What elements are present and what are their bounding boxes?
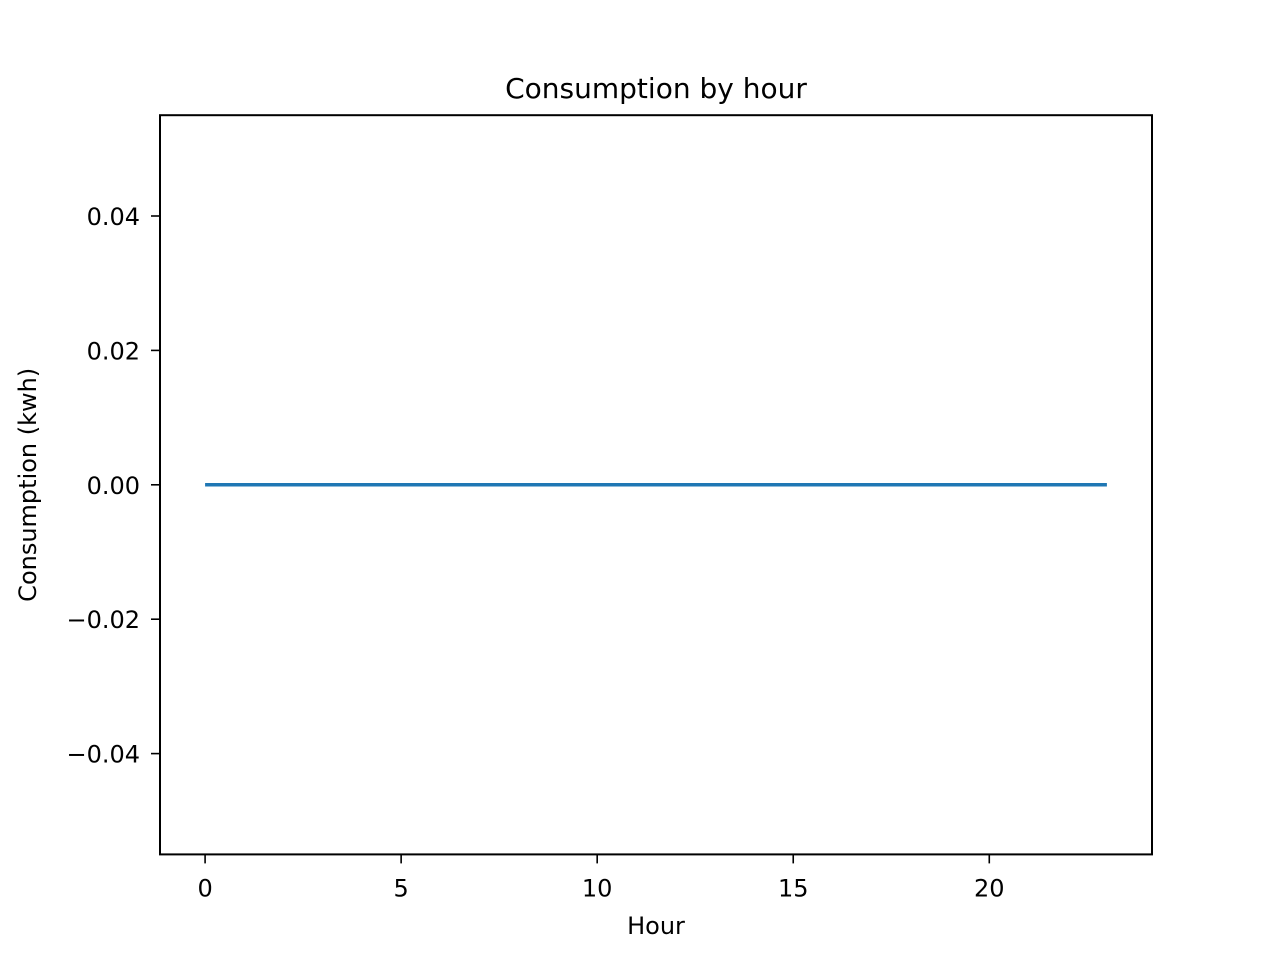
y-tick-label: 0.02 bbox=[87, 337, 140, 365]
x-tick-label: 15 bbox=[778, 874, 809, 902]
x-tick-label: 10 bbox=[582, 874, 613, 902]
chart-title: Consumption by hour bbox=[505, 72, 807, 105]
x-axis-label: Hour bbox=[627, 912, 685, 940]
y-tick-label: −0.02 bbox=[66, 606, 140, 634]
y-axis: 0.04 0.02 0.00 −0.02 −0.04 bbox=[66, 203, 160, 769]
y-axis-label: Consumption (kwh) bbox=[14, 368, 42, 602]
y-tick-label: −0.04 bbox=[66, 741, 140, 769]
y-tick-label: 0.04 bbox=[87, 203, 140, 231]
x-tick-label: 0 bbox=[197, 874, 212, 902]
y-tick-label: 0.00 bbox=[87, 472, 140, 500]
x-axis: 0 5 10 15 20 bbox=[197, 854, 1005, 902]
x-tick-label: 20 bbox=[974, 874, 1005, 902]
x-tick-label: 5 bbox=[393, 874, 408, 902]
